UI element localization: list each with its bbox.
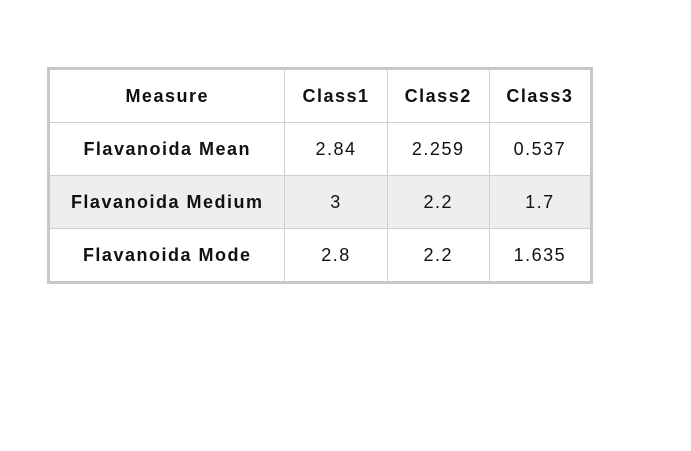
table-row: Flavanoida Mean 2.84 2.259 0.537 <box>47 122 593 176</box>
row-label: Flavanoida Mode <box>47 228 286 283</box>
column-header-class1: Class1 <box>284 68 388 123</box>
table-header-row: Measure Class1 Class2 Class3 <box>47 68 593 123</box>
column-header-class3: Class3 <box>488 68 593 123</box>
table-cell: 2.84 <box>284 122 388 176</box>
statistics-table: Measure Class1 Class2 Class3 Flavanoida … <box>47 67 593 284</box>
table-row: Flavanoida Medium 3 2.2 1.7 <box>47 175 593 229</box>
table-cell: 1.635 <box>488 228 593 283</box>
table-cell: 2.259 <box>386 122 490 176</box>
table-cell: 2.2 <box>386 175 490 229</box>
table-cell: 2.2 <box>386 228 490 283</box>
table-row: Flavanoida Mode 2.8 2.2 1.635 <box>47 228 593 283</box>
table-cell: 0.537 <box>488 122 593 176</box>
table-cell: 3 <box>284 175 388 229</box>
table-cell: 1.7 <box>488 175 593 229</box>
column-header-class2: Class2 <box>386 68 490 123</box>
table-cell: 2.8 <box>284 228 388 283</box>
row-label: Flavanoida Medium <box>47 175 286 229</box>
row-label: Flavanoida Mean <box>47 122 286 176</box>
column-header-measure: Measure <box>47 68 286 123</box>
